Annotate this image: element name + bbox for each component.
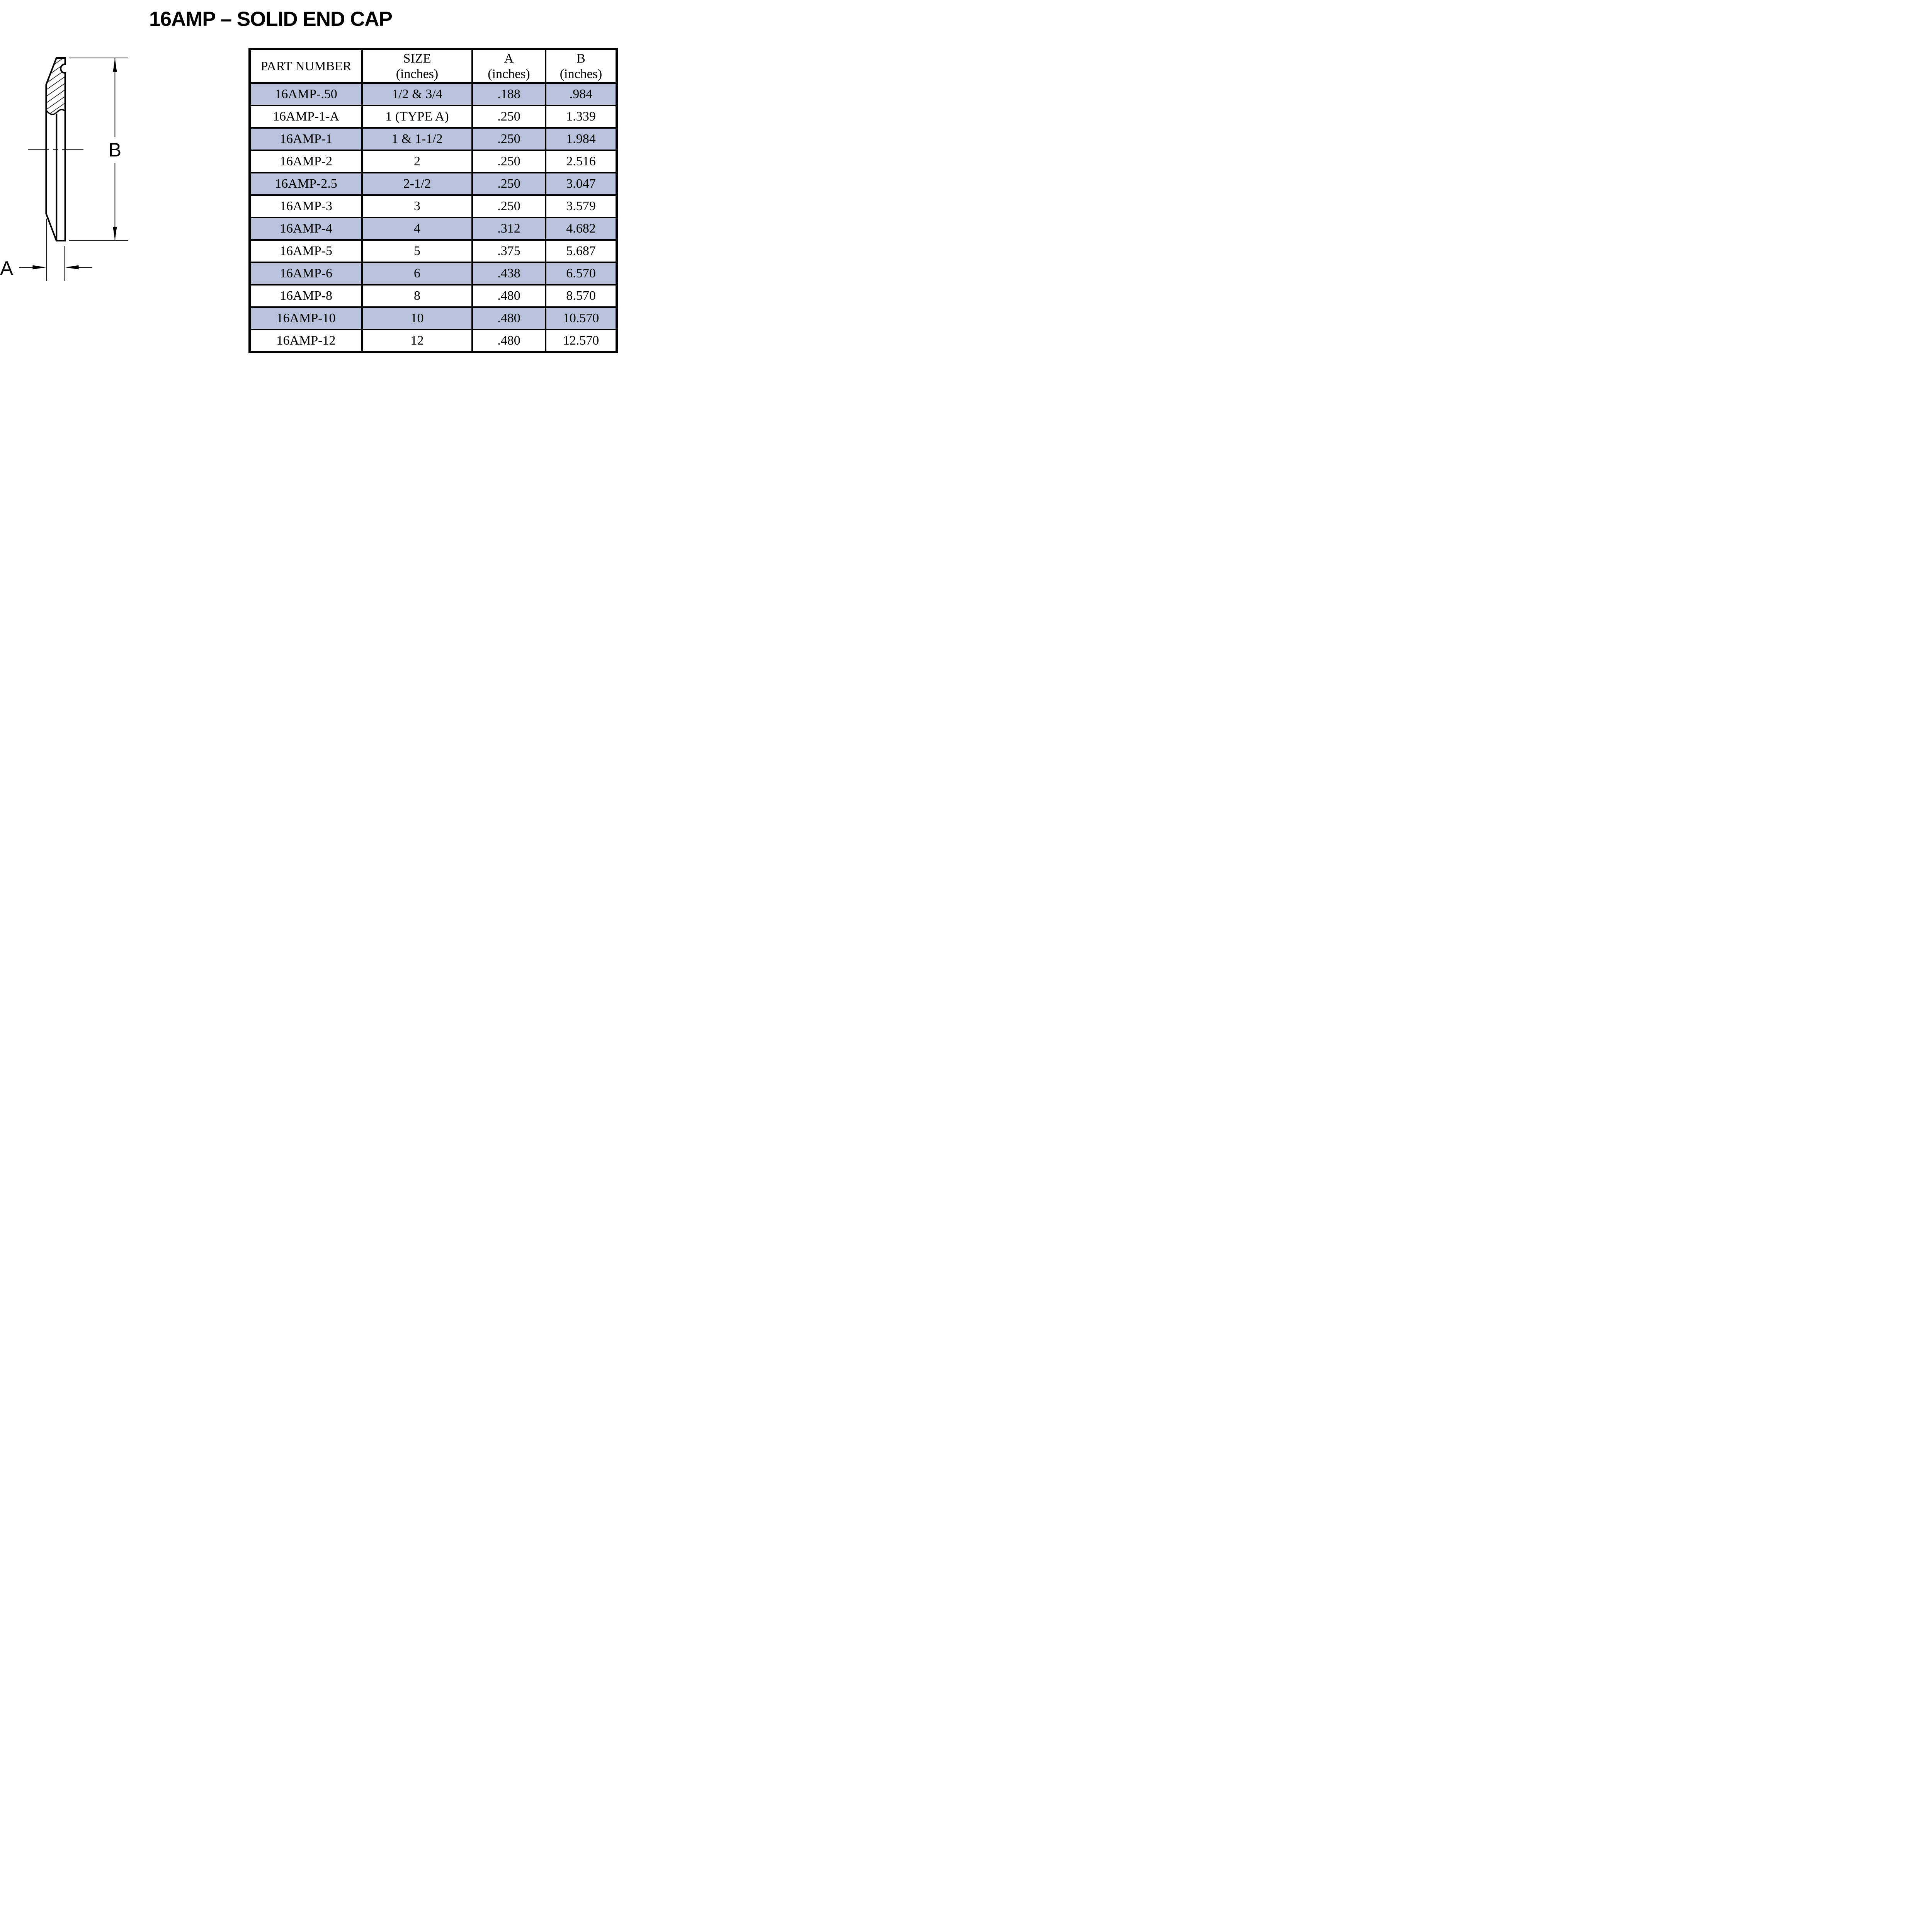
a-cell: .250	[471, 172, 546, 196]
a-cell: .375	[471, 239, 546, 263]
part-number-cell: 16AMP-3	[249, 194, 363, 218]
dimension-a-label: A	[0, 257, 13, 279]
b-cell: 5.687	[545, 239, 617, 263]
break-line	[46, 109, 66, 115]
size-cell: 8	[361, 284, 473, 308]
header-part-number-label: PART NUMBER	[260, 59, 352, 73]
size-cell: 5	[361, 239, 473, 263]
a-cell: .250	[471, 194, 546, 218]
header-a-sub: (inches)	[488, 66, 530, 81]
b-arrow-down	[113, 227, 117, 241]
size-cell: 4	[361, 217, 473, 241]
part-outline	[45, 57, 66, 241]
a-cell: .480	[471, 329, 546, 353]
b-cell: 6.570	[545, 262, 617, 285]
table-row: 16AMP-10 10.480 10.570	[249, 306, 617, 330]
header-b-sub: (inches)	[560, 66, 602, 81]
table-row: 16AMP-8 8.480 8.570	[249, 284, 617, 308]
b-cell: 2.516	[545, 150, 617, 173]
part-number-cell: 16AMP-2	[249, 150, 363, 173]
a-cell: .250	[471, 105, 546, 129]
b-cell: 1.339	[545, 105, 617, 129]
dimension-b-label: B	[109, 139, 121, 161]
part-number-cell: 16AMP-6	[249, 262, 363, 285]
page: 16AMP – SOLID END CAP	[0, 0, 618, 381]
table-row: 16AMP-3 3.250 3.579	[249, 194, 617, 218]
part-number-cell: 16AMP-8	[249, 284, 363, 308]
size-cell: 12	[361, 329, 473, 353]
b-cell: 12.570	[545, 329, 617, 353]
header-b: B (inches)	[545, 48, 617, 84]
part-number-cell: 16AMP-5	[249, 239, 363, 263]
a-cell: .188	[471, 82, 546, 106]
dimension-a	[19, 219, 92, 281]
table-body: 16AMP-.50 1/2 & 3/4.188.984 16AMP-1-A 1 (TY…	[249, 82, 617, 353]
size-cell: 1 & 1-1/2	[361, 127, 473, 151]
header-size-sub: (inches)	[396, 66, 439, 81]
header-size-label: SIZE	[403, 51, 431, 66]
size-cell: 1 (TYPE A)	[361, 105, 473, 129]
size-cell: 10	[361, 306, 473, 330]
table-row: 16AMP-6 6.438 6.570	[249, 262, 617, 285]
a-cell: .438	[471, 262, 546, 285]
table-row: 16AMP-12 12.480 12.570	[249, 329, 617, 353]
header-a-label: A	[504, 51, 514, 66]
page-title: 16AMP – SOLID END CAP	[149, 8, 393, 31]
a-cell: .480	[471, 284, 546, 308]
table-row: 16AMP-2.5 2-1/2.250 3.047	[249, 172, 617, 196]
part-number-cell: 16AMP-1	[249, 127, 363, 151]
b-cell: 10.570	[545, 306, 617, 330]
table-row: 16AMP-4 4.312 4.682	[249, 217, 617, 241]
part-number-cell: 16AMP-4	[249, 217, 363, 241]
header-size: SIZE (inches)	[361, 48, 473, 84]
part-number-cell: 16AMP-12	[249, 329, 363, 353]
a-cell: .480	[471, 306, 546, 330]
a-arrow-right	[32, 265, 46, 270]
header-a: A (inches)	[471, 48, 546, 84]
header-b-label: B	[577, 51, 585, 66]
size-cell: 3	[361, 194, 473, 218]
b-cell: 1.984	[545, 127, 617, 151]
b-cell: 3.579	[545, 194, 617, 218]
spec-table: PART NUMBER SIZE (inches) A (inches) B (…	[248, 48, 618, 353]
size-cell: 6	[361, 262, 473, 285]
a-cell: .250	[471, 150, 546, 173]
size-cell: 2-1/2	[361, 172, 473, 196]
b-arrow-up	[113, 58, 117, 72]
b-cell: 8.570	[545, 284, 617, 308]
table-row: 16AMP-5 5.375 5.687	[249, 239, 617, 263]
b-cell: .984	[545, 82, 617, 106]
part-number-cell: 16AMP-.50	[249, 82, 363, 106]
b-cell: 4.682	[545, 217, 617, 241]
part-number-cell: 16AMP-10	[249, 306, 363, 330]
table-row: 16AMP-.50 1/2 & 3/4.188.984	[249, 82, 617, 106]
a-arrow-left	[65, 265, 79, 270]
a-cell: .312	[471, 217, 546, 241]
part-number-cell: 16AMP-2.5	[249, 172, 363, 196]
part-number-cell: 16AMP-1-A	[249, 105, 363, 129]
table-row: 16AMP-1-A 1 (TYPE A) .250 1.339	[249, 105, 617, 129]
groove-notch	[61, 64, 70, 73]
header-row: PART NUMBER SIZE (inches) A (inches) B (…	[249, 48, 617, 84]
a-cell: .250	[471, 127, 546, 151]
table-row: 16AMP-1 1 & 1-1/2.250 1.984	[249, 127, 617, 151]
size-cell: 2	[361, 150, 473, 173]
table-row: 16AMP-2 2.250 2.516	[249, 150, 617, 173]
header-part-number: PART NUMBER	[249, 48, 363, 84]
b-cell: 3.047	[545, 172, 617, 196]
size-cell: 1/2 & 3/4	[361, 82, 473, 106]
end-cap-section-drawing: B A	[0, 57, 128, 281]
